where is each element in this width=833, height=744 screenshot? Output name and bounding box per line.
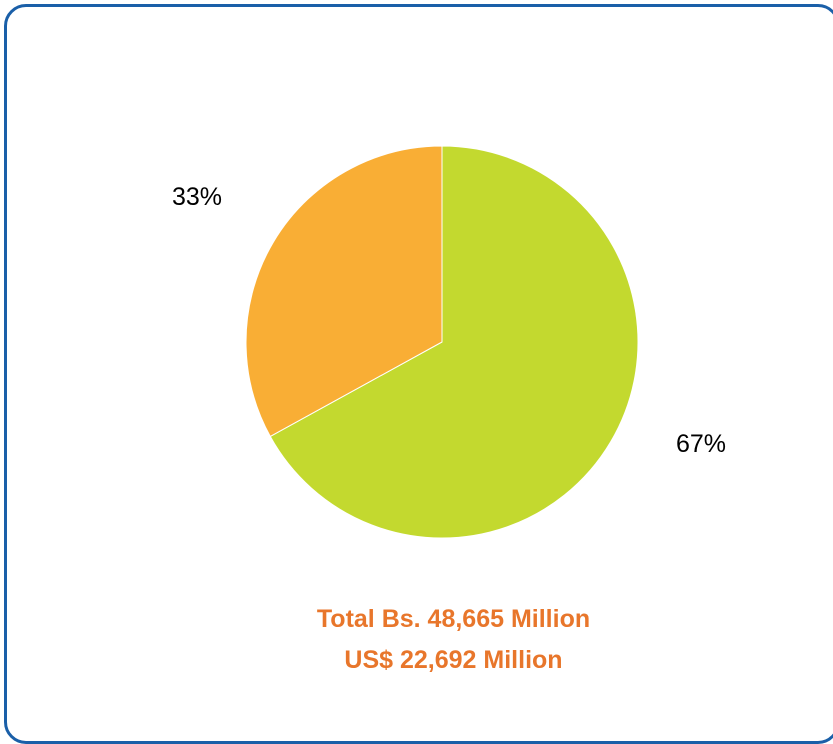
- pie-slices: [245, 145, 639, 539]
- pie-slice-1: [269, 145, 639, 539]
- pie-chart: 67% 33%: [172, 145, 726, 539]
- total-usd-text: US$ 22,692 Million: [344, 646, 563, 674]
- total-bs-text: Total Bs. 48,665 Million: [316, 605, 591, 633]
- slice-label-2: 33%: [172, 183, 222, 211]
- pie-slice-2: [245, 145, 443, 438]
- slice-label-1: 67%: [676, 430, 726, 458]
